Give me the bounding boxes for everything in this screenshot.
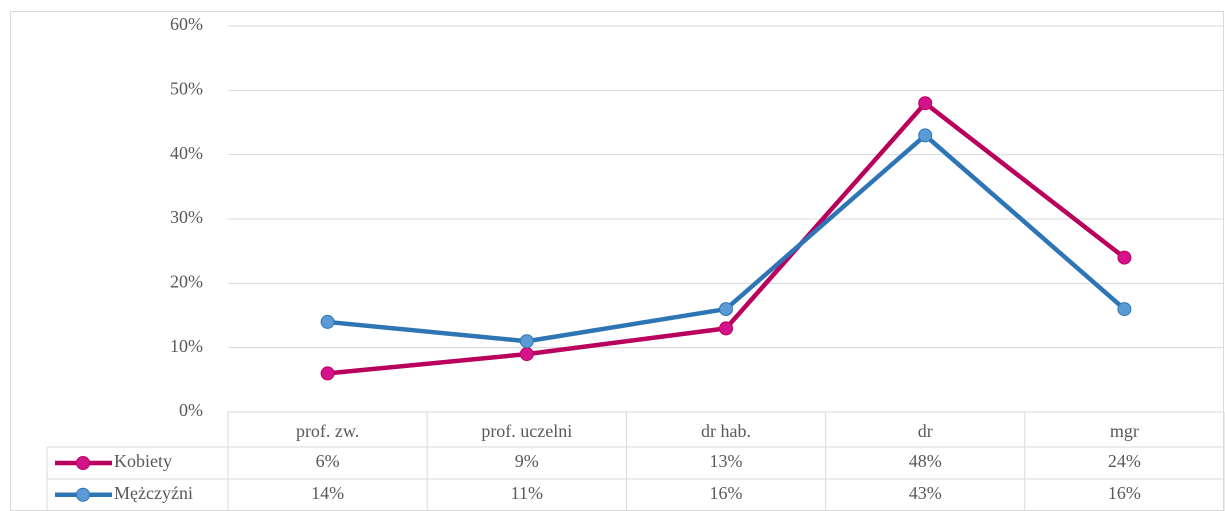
table-value: 48% bbox=[909, 451, 942, 471]
marker bbox=[519, 347, 534, 362]
marker bbox=[1117, 302, 1132, 317]
marker bbox=[1117, 250, 1132, 265]
marker bbox=[918, 128, 933, 143]
y-tick-label: 40% bbox=[170, 143, 203, 163]
table-value: 24% bbox=[1108, 451, 1141, 471]
table-value: 11% bbox=[511, 483, 543, 503]
x-tick-label: mgr bbox=[1110, 421, 1139, 441]
table-value: 16% bbox=[1108, 483, 1141, 503]
table-value: 6% bbox=[316, 451, 340, 471]
legend-key-marker bbox=[76, 487, 90, 502]
legend-label: Mężczyźni bbox=[114, 483, 193, 503]
y-tick-label: 50% bbox=[170, 78, 203, 98]
table-value: 14% bbox=[311, 483, 344, 503]
x-tick-label: dr bbox=[918, 421, 933, 441]
marker bbox=[519, 334, 534, 349]
y-tick-label: 10% bbox=[170, 336, 203, 356]
table-value: 13% bbox=[710, 451, 743, 471]
y-tick-label: 60% bbox=[170, 14, 203, 34]
marker bbox=[918, 96, 933, 111]
legend-key-marker bbox=[76, 456, 90, 470]
legend-label: Kobiety bbox=[114, 451, 172, 471]
marker bbox=[320, 314, 335, 329]
table-value: 16% bbox=[710, 483, 743, 503]
y-tick-label: 30% bbox=[170, 207, 203, 227]
y-tick-label: 0% bbox=[179, 400, 203, 420]
x-tick-label: prof. zw. bbox=[296, 421, 359, 441]
table-value: 9% bbox=[515, 451, 539, 471]
marker bbox=[320, 366, 335, 381]
x-tick-label: dr hab. bbox=[701, 421, 751, 441]
marker bbox=[719, 321, 733, 336]
table-value: 43% bbox=[909, 483, 942, 503]
x-tick-label: prof. uczelni bbox=[481, 421, 572, 441]
y-tick-label: 20% bbox=[170, 271, 203, 291]
marker bbox=[719, 302, 733, 317]
